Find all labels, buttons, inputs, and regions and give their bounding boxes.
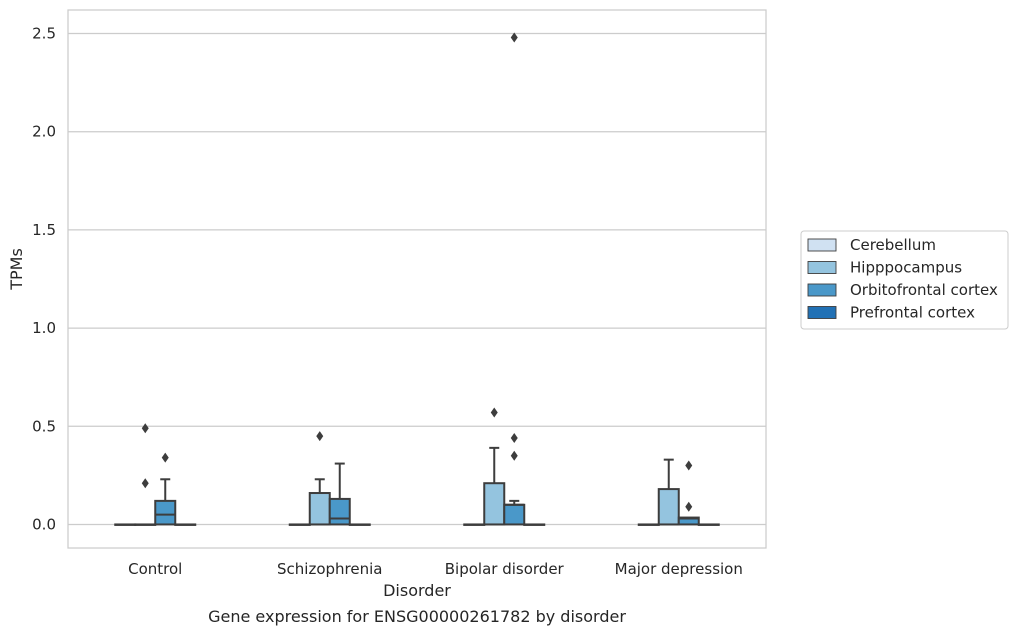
box-iqr (483, 482, 506, 526)
box-group (154, 452, 177, 526)
outlier-point (685, 501, 693, 512)
outlier-point (510, 450, 518, 461)
legend-swatch (807, 238, 837, 252)
legend-swatch (807, 261, 837, 274)
box-group (483, 407, 506, 526)
outlier-point (490, 407, 498, 418)
legend-label: Orbitofrontal cortex (850, 281, 998, 299)
legend-swatch (807, 283, 837, 297)
box-group (503, 32, 526, 526)
box-group (463, 523, 486, 526)
box-group (288, 523, 311, 526)
outlier-point (316, 431, 324, 442)
y-tick-label: 0.5 (32, 417, 56, 435)
box-group (697, 523, 720, 526)
legend-item: Prefrontal cortex (807, 304, 975, 322)
y-tick-label: 1.5 (32, 221, 56, 239)
y-tick-label: 2.0 (32, 123, 56, 141)
box-plot-marks (114, 32, 720, 526)
outlier-point (141, 478, 149, 489)
box-group (308, 431, 331, 526)
box-group (134, 423, 157, 526)
outlier-point (685, 460, 693, 471)
box-group (523, 523, 546, 526)
box-group (328, 462, 351, 526)
legend-label: Cerebellum (850, 236, 936, 254)
legend-label: Prefrontal cortex (850, 304, 975, 322)
outlier-point (510, 433, 518, 444)
legend-label: Hipppocampus (850, 259, 962, 277)
y-tick-labels: 0.0 0.5 1.0 1.5 2.0 2.5 (32, 25, 56, 534)
outlier-point (161, 452, 169, 463)
grid-lines (68, 32, 766, 526)
legend-item: Orbitofrontal cortex (807, 281, 998, 299)
box-group (677, 460, 700, 526)
box-group (637, 523, 660, 526)
chart-caption: Gene expression for ENSG00000261782 by d… (208, 607, 626, 626)
y-axis-label: TPMs (7, 248, 26, 291)
box-group (348, 523, 371, 526)
box-group (657, 458, 680, 526)
y-tick-label: 0.0 (32, 515, 56, 533)
box-iqr (657, 488, 680, 526)
box-iqr (503, 503, 526, 526)
y-tick-label: 2.5 (32, 25, 56, 43)
x-tick-label: Schizophrenia (277, 560, 382, 578)
x-axis-label: Disorder (383, 581, 451, 600)
legend-frame (800, 230, 1009, 330)
legend-item: Hipppocampus (807, 259, 962, 277)
y-tick-label: 1.0 (32, 319, 56, 337)
legend-swatch (807, 306, 837, 319)
outlier-point (141, 423, 149, 434)
box-iqr (154, 499, 177, 526)
x-tick-labels: Control Schizophrenia Bipolar disorder Majo… (128, 560, 743, 578)
box-group (114, 523, 137, 526)
box-iqr (308, 492, 331, 526)
box-iqr (328, 497, 351, 526)
box-group (174, 523, 197, 526)
x-tick-label: Bipolar disorder (445, 560, 565, 578)
x-tick-label: Control (128, 560, 182, 578)
legend: Cerebellum Hipppocampus Orbitofrontal cort… (800, 230, 1009, 330)
outlier-point (510, 32, 518, 43)
plot-frame (67, 9, 767, 549)
legend-item: Cerebellum (807, 236, 936, 254)
x-tick-label: Major depression (615, 560, 743, 578)
